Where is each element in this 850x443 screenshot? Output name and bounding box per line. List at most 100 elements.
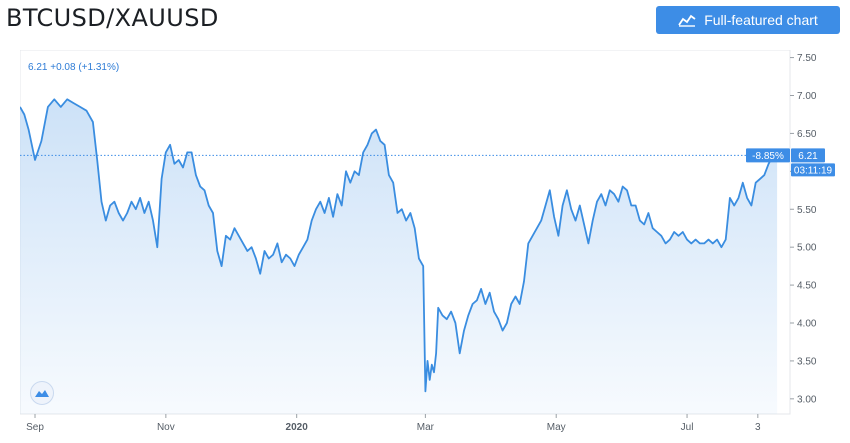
- y-tick-label: 4.50: [797, 281, 817, 292]
- data-point: [750, 204, 752, 206]
- data-point: [203, 189, 205, 191]
- data-point: [229, 238, 231, 240]
- data-point: [255, 257, 257, 259]
- data-point: [686, 238, 688, 240]
- data-point: [409, 212, 411, 214]
- data-point: [725, 238, 727, 240]
- data-point: [405, 219, 407, 221]
- data-point: [463, 329, 465, 331]
- data-point: [122, 219, 124, 221]
- data-point: [293, 265, 295, 267]
- data-point: [519, 303, 521, 305]
- data-point: [268, 257, 270, 259]
- data-point: [553, 216, 555, 218]
- data-point: [319, 201, 321, 203]
- data-point: [165, 151, 167, 153]
- data-point: [497, 318, 499, 320]
- y-tick-label: 6.50: [797, 129, 817, 140]
- data-point: [23, 113, 25, 115]
- data-point: [388, 174, 390, 176]
- data-point: [707, 238, 709, 240]
- data-point: [484, 303, 486, 305]
- data-point: [315, 208, 317, 210]
- data-point: [441, 314, 443, 316]
- data-point: [345, 170, 347, 172]
- data-point: [471, 303, 473, 305]
- data-point: [703, 242, 705, 244]
- data-point: [570, 208, 572, 210]
- data-point: [216, 250, 218, 252]
- data-point: [349, 182, 351, 184]
- data-point: [694, 238, 696, 240]
- tradingview-logo-icon[interactable]: [30, 381, 54, 405]
- price-chart[interactable]: 7.507.006.506.005.505.004.504.003.503.00…: [20, 50, 842, 443]
- data-point: [34, 159, 36, 161]
- data-point: [72, 102, 74, 104]
- data-point: [489, 292, 491, 294]
- data-point: [613, 193, 615, 195]
- data-point: [302, 246, 304, 248]
- data-point: [669, 238, 671, 240]
- data-point: [767, 163, 769, 165]
- data-point: [375, 128, 377, 130]
- y-tick-label: 3.00: [797, 394, 817, 405]
- data-point: [173, 163, 175, 165]
- data-point: [169, 144, 171, 146]
- data-point: [480, 288, 482, 290]
- data-point: [281, 261, 283, 263]
- full-featured-chart-button[interactable]: Full-featured chart: [656, 6, 840, 34]
- data-point: [298, 254, 300, 256]
- data-point: [383, 144, 385, 146]
- data-point: [422, 265, 424, 267]
- data-point: [259, 273, 261, 275]
- data-point: [690, 242, 692, 244]
- data-point: [639, 219, 641, 221]
- x-tick-label: Nov: [157, 422, 175, 433]
- data-point: [379, 140, 381, 142]
- data-point: [476, 299, 478, 301]
- data-point: [433, 371, 435, 373]
- data-point: [583, 223, 585, 225]
- x-tick-label: Jul: [681, 422, 694, 433]
- data-point: [664, 242, 666, 244]
- last-price-tag: [791, 148, 825, 163]
- data-point: [426, 360, 428, 362]
- data-point: [126, 212, 128, 214]
- data-point: [289, 257, 291, 259]
- data-point: [152, 219, 154, 221]
- data-point: [660, 235, 662, 237]
- data-point: [414, 227, 416, 229]
- data-point: [574, 219, 576, 221]
- data-point: [699, 242, 701, 244]
- data-point: [600, 193, 602, 195]
- data-point: [510, 303, 512, 305]
- data-point: [233, 227, 235, 229]
- data-point: [446, 318, 448, 320]
- data-point: [285, 254, 287, 256]
- chart-svg[interactable]: 7.507.006.506.005.505.004.504.003.503.00…: [20, 50, 842, 443]
- data-point: [514, 295, 516, 297]
- data-point: [549, 189, 551, 191]
- price-line: [20, 98, 778, 393]
- data-point: [643, 223, 645, 225]
- data-point: [592, 219, 594, 221]
- data-point: [336, 193, 338, 195]
- data-point: [143, 212, 145, 214]
- data-point: [523, 280, 525, 282]
- x-tick-label: Sep: [26, 422, 44, 433]
- data-point: [371, 132, 373, 134]
- data-point: [437, 307, 439, 309]
- data-point: [763, 174, 765, 176]
- data-point: [53, 98, 55, 100]
- y-tick-label: 7.00: [797, 91, 817, 102]
- data-point: [531, 235, 533, 237]
- data-point: [435, 352, 437, 354]
- x-tick-label: 3: [755, 422, 761, 433]
- data-point: [238, 235, 240, 237]
- data-point: [431, 364, 433, 366]
- full-featured-chart-label: Full-featured chart: [704, 12, 818, 28]
- data-point: [250, 246, 252, 248]
- data-point: [199, 185, 201, 187]
- data-point: [626, 189, 628, 191]
- data-point: [733, 204, 735, 206]
